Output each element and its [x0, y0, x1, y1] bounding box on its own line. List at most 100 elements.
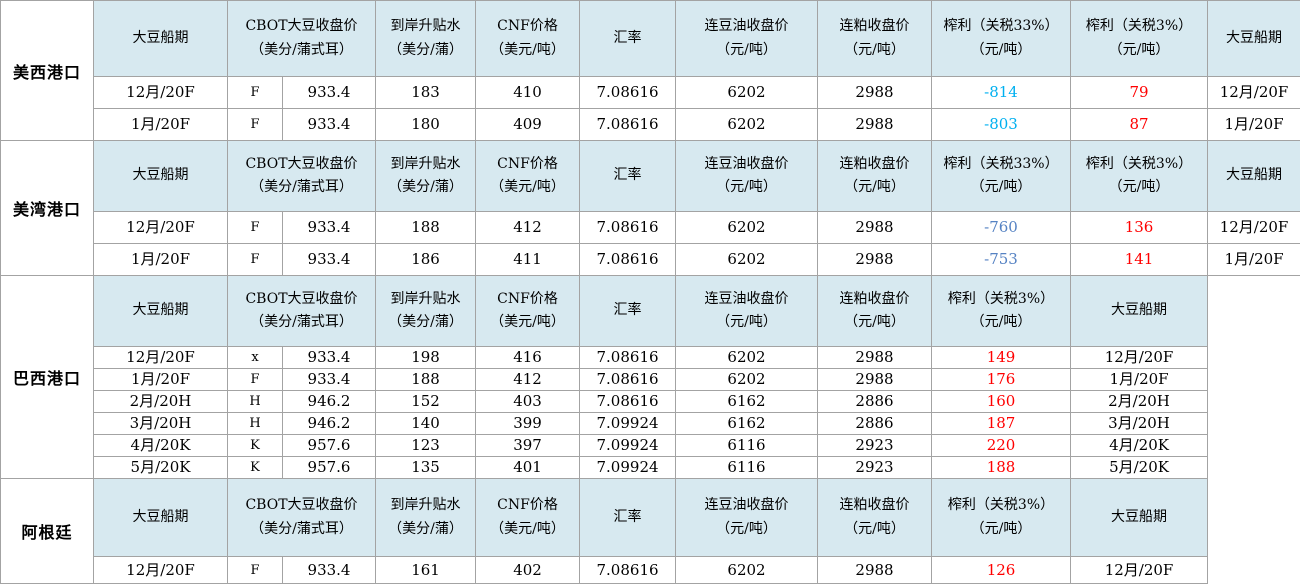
header-crush-margin-33pct[interactable]: 榨利（关税33%） （元/吨） [931, 0, 1072, 77]
cell-exchange-rate[interactable]: 7.09924 [579, 434, 677, 457]
cell-crush-margin-33pct[interactable]: -814 [931, 76, 1072, 109]
cell-crush-margin-3pct[interactable]: 149 [931, 346, 1072, 369]
cell-cbot-close[interactable]: 933.4 [281, 368, 377, 391]
header-ship-date[interactable]: 大豆船期 [93, 140, 228, 212]
cell-arrival-premium[interactable]: 188 [375, 211, 477, 244]
cell-ship-month[interactable]: 1月/20F [93, 368, 228, 391]
header-crush-margin-3pct[interactable]: 榨利（关税3%） （元/吨） [931, 275, 1072, 347]
cell-cbot-close[interactable]: 946.2 [281, 412, 377, 435]
cell-ship-month[interactable]: 3月/20H [93, 412, 228, 435]
cell-exchange-rate[interactable]: 7.08616 [579, 368, 677, 391]
cell-ship-month[interactable]: 12月/20F [93, 346, 228, 369]
cell-cnf-price[interactable]: 412 [475, 368, 581, 391]
cell-exchange-rate[interactable]: 7.08616 [579, 556, 677, 584]
cell-contract-code[interactable]: K [227, 434, 283, 457]
cell-soyoil-close[interactable]: 6162 [675, 390, 819, 413]
header-cnf-price[interactable]: CNF价格 （美元/吨） [475, 478, 581, 557]
cell-ship-month[interactable]: 1月/20F [93, 108, 228, 141]
cell-soyoil-close[interactable]: 6202 [675, 211, 819, 244]
cell-cbot-close[interactable]: 933.4 [281, 211, 377, 244]
cell-exchange-rate[interactable]: 7.09924 [579, 456, 677, 479]
header-cnf-price[interactable]: CNF价格 （美元/吨） [475, 275, 581, 347]
header-soyoil-close[interactable]: 连豆油收盘价 （元/吨） [675, 478, 819, 557]
header-cbot-close[interactable]: CBOT大豆收盘价 （美分/蒲式耳） [226, 275, 377, 347]
cell-cbot-close[interactable]: 957.6 [281, 456, 377, 479]
header-crush-margin-3pct[interactable]: 榨利（关税3%） （元/吨） [1070, 0, 1209, 77]
cell-arrival-premium[interactable]: 135 [375, 456, 477, 479]
cell-contract-code[interactable]: K [227, 456, 283, 479]
cell-contract-code[interactable]: H [227, 390, 283, 413]
cell-crush-margin-3pct[interactable]: 188 [931, 456, 1072, 479]
cell-soyoil-close[interactable]: 6116 [675, 434, 819, 457]
header-arrival-premium[interactable]: 到岸升贴水 （美分/蒲） [375, 275, 477, 347]
cell-crush-margin-3pct[interactable]: 79 [1070, 76, 1209, 109]
cell-crush-margin-3pct[interactable]: 136 [1070, 211, 1209, 244]
cell-cbot-close[interactable]: 933.4 [281, 346, 377, 369]
cell-crush-margin-3pct[interactable]: 141 [1070, 243, 1209, 276]
header-soymeal-close[interactable]: 连粕收盘价 （元/吨） [817, 0, 933, 77]
port-label[interactable]: 阿根廷 [0, 478, 94, 584]
header-ship-date-2[interactable]: 大豆船期 [1070, 275, 1209, 347]
cell-soymeal-close[interactable]: 2886 [817, 412, 933, 435]
cell-ship-month[interactable]: 1月/20F [93, 243, 228, 276]
cell-contract-code[interactable]: F [227, 243, 283, 276]
cell-soymeal-close[interactable]: 2886 [817, 390, 933, 413]
cell-crush-margin-33pct[interactable]: -760 [931, 211, 1072, 244]
cell-soymeal-close[interactable]: 2988 [817, 243, 933, 276]
cell-cnf-price[interactable]: 409 [475, 108, 581, 141]
cell-ship-month[interactable]: 5月/20K [93, 456, 228, 479]
cell-cnf-price[interactable]: 416 [475, 346, 581, 369]
cell-exchange-rate[interactable]: 7.08616 [579, 211, 677, 244]
port-label[interactable]: 美西港口 [0, 0, 94, 141]
cell-soyoil-close[interactable]: 6202 [675, 243, 819, 276]
cell-exchange-rate[interactable]: 7.08616 [579, 390, 677, 413]
cell-soymeal-close[interactable]: 2988 [817, 346, 933, 369]
cell-ship-month-2[interactable]: 1月/20F [1207, 108, 1300, 141]
cell-soyoil-close[interactable]: 6116 [675, 456, 819, 479]
header-cbot-close[interactable]: CBOT大豆收盘价 （美分/蒲式耳） [226, 0, 377, 77]
header-soymeal-close[interactable]: 连粕收盘价 （元/吨） [817, 140, 933, 212]
cell-exchange-rate[interactable]: 7.09924 [579, 412, 677, 435]
cell-cnf-price[interactable]: 402 [475, 556, 581, 584]
header-ship-date[interactable]: 大豆船期 [93, 275, 228, 347]
header-cnf-price[interactable]: CNF价格 （美元/吨） [475, 0, 581, 77]
cell-contract-code[interactable]: F [227, 556, 283, 584]
cell-ship-month[interactable]: 4月/20K [93, 434, 228, 457]
header-soyoil-close[interactable]: 连豆油收盘价 （元/吨） [675, 140, 819, 212]
header-arrival-premium[interactable]: 到岸升贴水 （美分/蒲） [375, 0, 477, 77]
cell-cnf-price[interactable]: 411 [475, 243, 581, 276]
cell-arrival-premium[interactable]: 123 [375, 434, 477, 457]
header-ship-date-2[interactable]: 大豆船期 [1070, 478, 1209, 557]
cell-ship-month-2[interactable]: 5月/20K [1070, 456, 1209, 479]
cell-soyoil-close[interactable]: 6202 [675, 368, 819, 391]
cell-exchange-rate[interactable]: 7.08616 [579, 243, 677, 276]
header-cbot-close[interactable]: CBOT大豆收盘价 （美分/蒲式耳） [226, 140, 377, 212]
cell-exchange-rate[interactable]: 7.08616 [579, 346, 677, 369]
cell-ship-month-2[interactable]: 12月/20F [1207, 211, 1300, 244]
cell-soymeal-close[interactable]: 2988 [817, 211, 933, 244]
header-cbot-close[interactable]: CBOT大豆收盘价 （美分/蒲式耳） [226, 478, 377, 557]
cell-arrival-premium[interactable]: 180 [375, 108, 477, 141]
cell-cbot-close[interactable]: 946.2 [281, 390, 377, 413]
cell-soyoil-close[interactable]: 6162 [675, 412, 819, 435]
cell-ship-month[interactable]: 12月/20F [93, 556, 228, 584]
cell-arrival-premium[interactable]: 140 [375, 412, 477, 435]
cell-ship-month-2[interactable]: 1月/20F [1207, 243, 1300, 276]
cell-ship-month-2[interactable]: 3月/20H [1070, 412, 1209, 435]
cell-contract-code[interactable]: x [227, 346, 283, 369]
cell-arrival-premium[interactable]: 152 [375, 390, 477, 413]
cell-cbot-close[interactable]: 933.4 [281, 76, 377, 109]
cell-arrival-premium[interactable]: 161 [375, 556, 477, 584]
port-label[interactable]: 巴西港口 [0, 275, 94, 479]
header-ship-date[interactable]: 大豆船期 [93, 478, 228, 557]
cell-soymeal-close[interactable]: 2988 [817, 556, 933, 584]
cell-soymeal-close[interactable]: 2923 [817, 456, 933, 479]
cell-cnf-price[interactable]: 412 [475, 211, 581, 244]
cell-crush-margin-3pct[interactable]: 176 [931, 368, 1072, 391]
cell-cbot-close[interactable]: 933.4 [281, 108, 377, 141]
cell-ship-month[interactable]: 2月/20H [93, 390, 228, 413]
cell-exchange-rate[interactable]: 7.08616 [579, 108, 677, 141]
cell-ship-month[interactable]: 12月/20F [93, 211, 228, 244]
cell-crush-margin-33pct[interactable]: -803 [931, 108, 1072, 141]
cell-crush-margin-3pct[interactable]: 220 [931, 434, 1072, 457]
